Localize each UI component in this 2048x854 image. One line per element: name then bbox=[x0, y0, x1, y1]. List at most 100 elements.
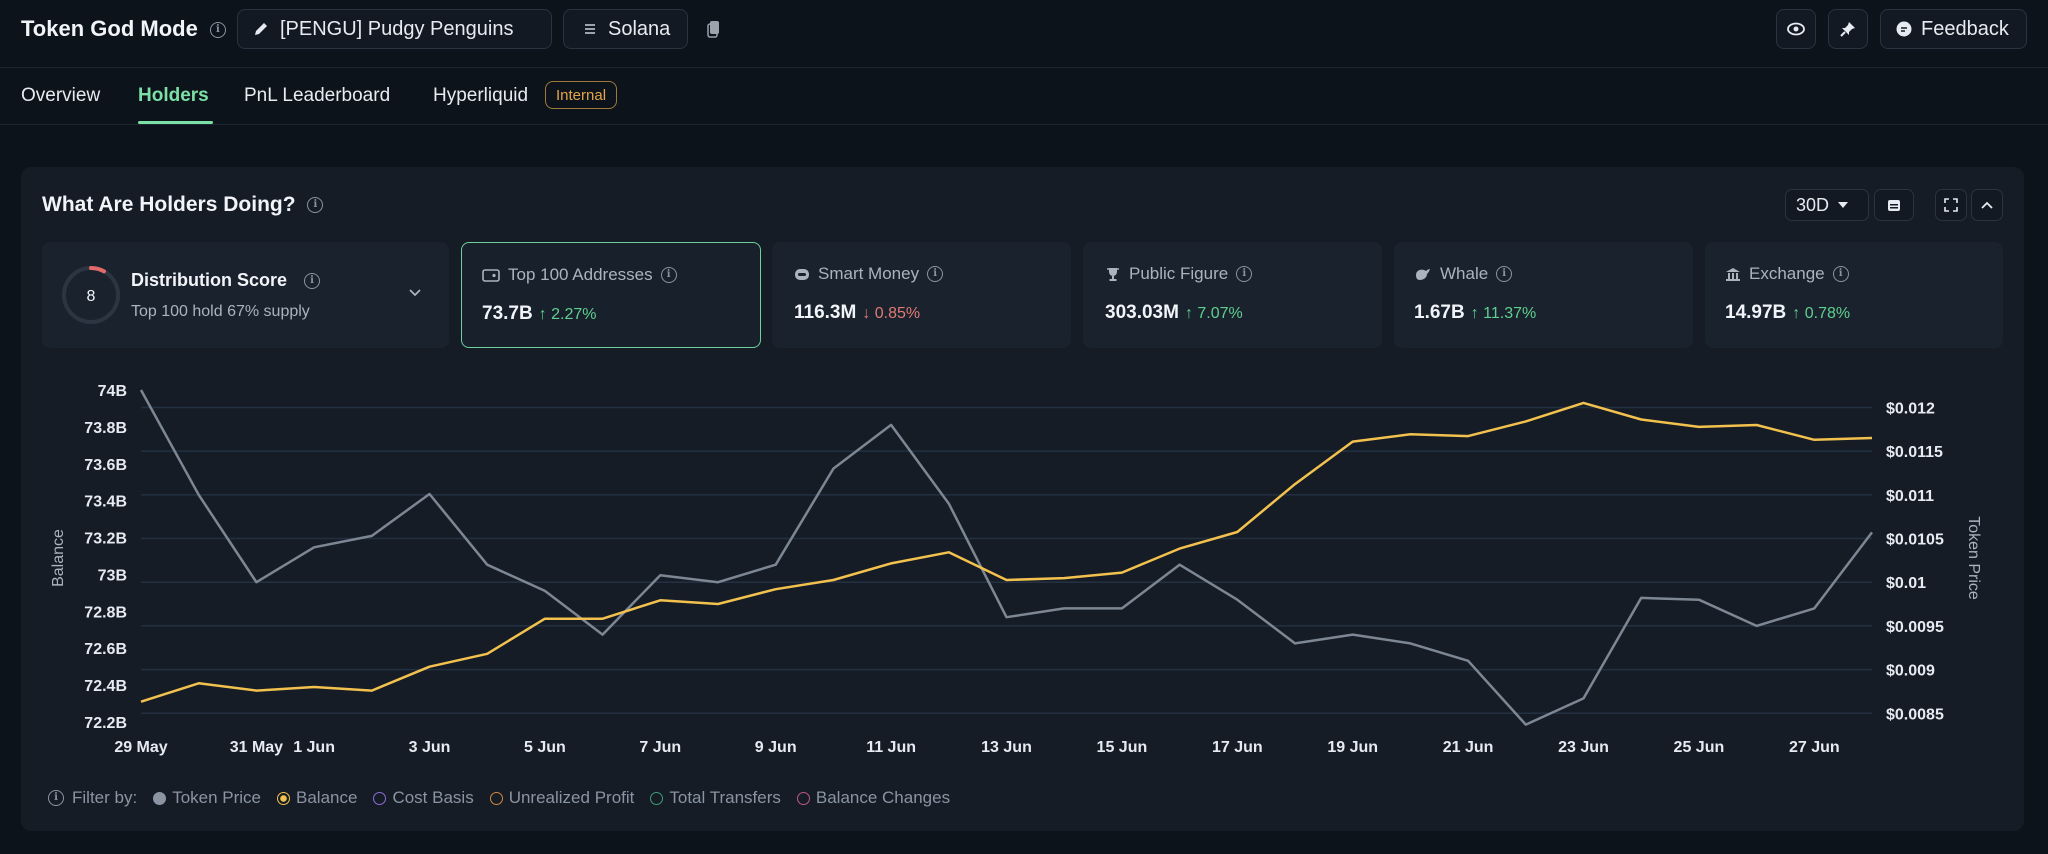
x-tick-label: 11 Jun bbox=[866, 739, 916, 756]
filter-label: Filter by: bbox=[72, 788, 138, 807]
radio-balance[interactable] bbox=[277, 791, 291, 805]
y2-tick-label: $0.009 bbox=[1886, 663, 1935, 680]
radio-cost-basis[interactable] bbox=[373, 791, 387, 805]
radio-token-price[interactable] bbox=[153, 791, 167, 805]
info-icon[interactable]: i bbox=[1832, 266, 1849, 282]
radio-total-transfers[interactable] bbox=[650, 791, 664, 805]
y2-tick-label: $0.0085 bbox=[1886, 706, 1944, 723]
caret-down-icon bbox=[1838, 202, 1849, 208]
card-label-text: Whale bbox=[1440, 264, 1489, 283]
calendar-button[interactable] bbox=[1874, 189, 1914, 221]
x-tick-label: 23 Jun bbox=[1558, 739, 1609, 756]
filter-total-transfers[interactable]: Total Transfers bbox=[650, 788, 781, 808]
info-icon[interactable]: i bbox=[1496, 266, 1513, 282]
value-text: 73.7B bbox=[482, 303, 533, 324]
card-top-100-addresses[interactable]: Top 100 Addresses i 73.7B ↑ 2.27% bbox=[461, 242, 761, 348]
tab-pnl-leaderboard[interactable]: PnL Leaderboard bbox=[244, 85, 391, 106]
change-down: ↓ 0.85% bbox=[862, 305, 921, 322]
info-icon[interactable]: i bbox=[927, 266, 944, 282]
y2-tick-label: $0.011 bbox=[1886, 488, 1934, 505]
top-bar: Token God Mode i [PENGU] Pudgy Penguins … bbox=[0, 0, 2048, 68]
filter-token-price[interactable]: Token Price bbox=[153, 788, 261, 808]
card-value: 116.3M ↓ 0.85% bbox=[794, 302, 920, 324]
card-value: 1.67B ↑ 11.37% bbox=[1414, 302, 1536, 324]
feedback-button[interactable]: Feedback bbox=[1880, 9, 2027, 49]
collapse-button[interactable] bbox=[1971, 189, 2003, 221]
distribution-score-title: Distribution Score i bbox=[131, 270, 321, 291]
score-value: 8 bbox=[87, 288, 96, 305]
change-up: ↑ 11.37% bbox=[1470, 305, 1537, 322]
info-icon[interactable]: i bbox=[660, 267, 677, 283]
card-public-figure[interactable]: Public Figure i 303.03M ↑ 7.07% bbox=[1083, 242, 1382, 348]
x-tick-label: 7 Jun bbox=[639, 739, 681, 756]
x-tick-label: 5 Jun bbox=[524, 739, 566, 756]
tab-hyperliquid[interactable]: Hyperliquid bbox=[433, 85, 529, 106]
panel-title-text: What Are Holders Doing? bbox=[42, 193, 296, 216]
chain-selector[interactable]: Solana bbox=[563, 9, 688, 49]
range-selector[interactable]: 30D bbox=[1785, 189, 1869, 221]
radio-unrealized-profit[interactable] bbox=[489, 791, 503, 805]
info-icon[interactable]: i bbox=[304, 273, 321, 290]
tab-holders[interactable]: Holders bbox=[138, 85, 209, 106]
change-text: 0.78% bbox=[1804, 305, 1851, 322]
info-icon[interactable]: i bbox=[1236, 266, 1253, 282]
token-selector[interactable]: [PENGU] Pudgy Penguins bbox=[237, 9, 552, 49]
info-icon[interactable]: i bbox=[307, 197, 324, 214]
card-label-text: Top 100 Addresses bbox=[508, 265, 653, 284]
solana-icon bbox=[585, 24, 595, 34]
x-tick-label: 13 Jun bbox=[981, 739, 1032, 756]
filter-text: Balance bbox=[296, 788, 358, 807]
distribution-score-card[interactable]: 8 bbox=[42, 242, 449, 348]
filter-unrealized-profit[interactable]: Unrealized Profit bbox=[489, 788, 635, 808]
chat-bubble-icon bbox=[1896, 21, 1912, 37]
card-label-text: Exchange bbox=[1749, 264, 1825, 283]
watch-button[interactable] bbox=[1776, 9, 1816, 49]
y-tick-label: 72.6B bbox=[84, 641, 127, 658]
x-tick-label: 17 Jun bbox=[1212, 739, 1263, 756]
filter-text: Unrealized Profit bbox=[508, 788, 635, 807]
internal-badge: Internal bbox=[545, 81, 618, 109]
info-icon[interactable]: i bbox=[48, 790, 64, 806]
radio-balance-changes[interactable] bbox=[796, 791, 810, 805]
wallet-icon bbox=[482, 269, 500, 282]
x-tick-label: 9 Jun bbox=[755, 739, 797, 756]
active-tab-indicator bbox=[138, 121, 213, 124]
y2-tick-label: $0.0105 bbox=[1886, 532, 1944, 549]
y2-axis-ticks: $0.012 $0.0115 $0.011 $0.0105 $0.01 $0.0095 $0… bbox=[1886, 400, 1944, 723]
y-tick-label: 72.4B bbox=[84, 678, 127, 695]
filter-row: i Filter by: Token Price Balance Cost Ba… bbox=[48, 788, 950, 808]
change-up: ↑ 7.07% bbox=[1184, 305, 1243, 322]
card-whale[interactable]: Whale i 1.67B ↑ 11.37% bbox=[1394, 242, 1693, 348]
card-label-text: Public Figure bbox=[1129, 264, 1229, 283]
y2-tick-label: $0.0095 bbox=[1886, 619, 1944, 636]
filter-balance-changes[interactable]: Balance Changes bbox=[796, 788, 950, 808]
filter-balance[interactable]: Balance bbox=[277, 788, 357, 808]
y-axis-label: Balance bbox=[50, 529, 67, 587]
change-text: 7.07% bbox=[1197, 305, 1243, 322]
app-title-text: Token God Mode bbox=[21, 16, 198, 41]
info-icon[interactable]: i bbox=[209, 22, 226, 39]
x-tick-label: 3 Jun bbox=[409, 739, 451, 756]
y2-tick-label: $0.012 bbox=[1886, 400, 1935, 417]
change-up: ↑ 2.27% bbox=[538, 306, 597, 323]
x-axis-ticks: 29 May 31 May 1 Jun 3 Jun 5 Jun 7 Jun 9 Jun 11 … bbox=[114, 739, 1839, 756]
change-text: 11.37% bbox=[1483, 305, 1537, 322]
y2-tick-label: $0.01 bbox=[1886, 575, 1926, 592]
y2-tick-label: $0.0115 bbox=[1886, 444, 1943, 461]
chevron-up-icon bbox=[1981, 201, 1993, 209]
distribution-subtitle: Top 100 hold 67% supply bbox=[131, 303, 310, 320]
card-smart-money[interactable]: Smart Money i 116.3M ↓ 0.85% bbox=[772, 242, 1071, 348]
card-label: Top 100 Addresses i bbox=[482, 265, 677, 285]
chevron-down-icon[interactable] bbox=[408, 288, 422, 298]
filter-cost-basis[interactable]: Cost Basis bbox=[373, 788, 474, 808]
copy-icon[interactable] bbox=[706, 19, 722, 39]
fullscreen-button[interactable] bbox=[1935, 189, 1967, 221]
card-exchange[interactable]: Exchange i 14.97B ↑ 0.78% bbox=[1705, 242, 2003, 348]
series-lines bbox=[139, 389, 1873, 726]
value-text: 1.67B bbox=[1414, 302, 1465, 323]
pin-icon bbox=[1840, 22, 1855, 37]
tab-overview[interactable]: Overview bbox=[21, 85, 101, 106]
pin-button[interactable] bbox=[1828, 9, 1868, 49]
x-tick-label: 19 Jun bbox=[1327, 739, 1378, 756]
